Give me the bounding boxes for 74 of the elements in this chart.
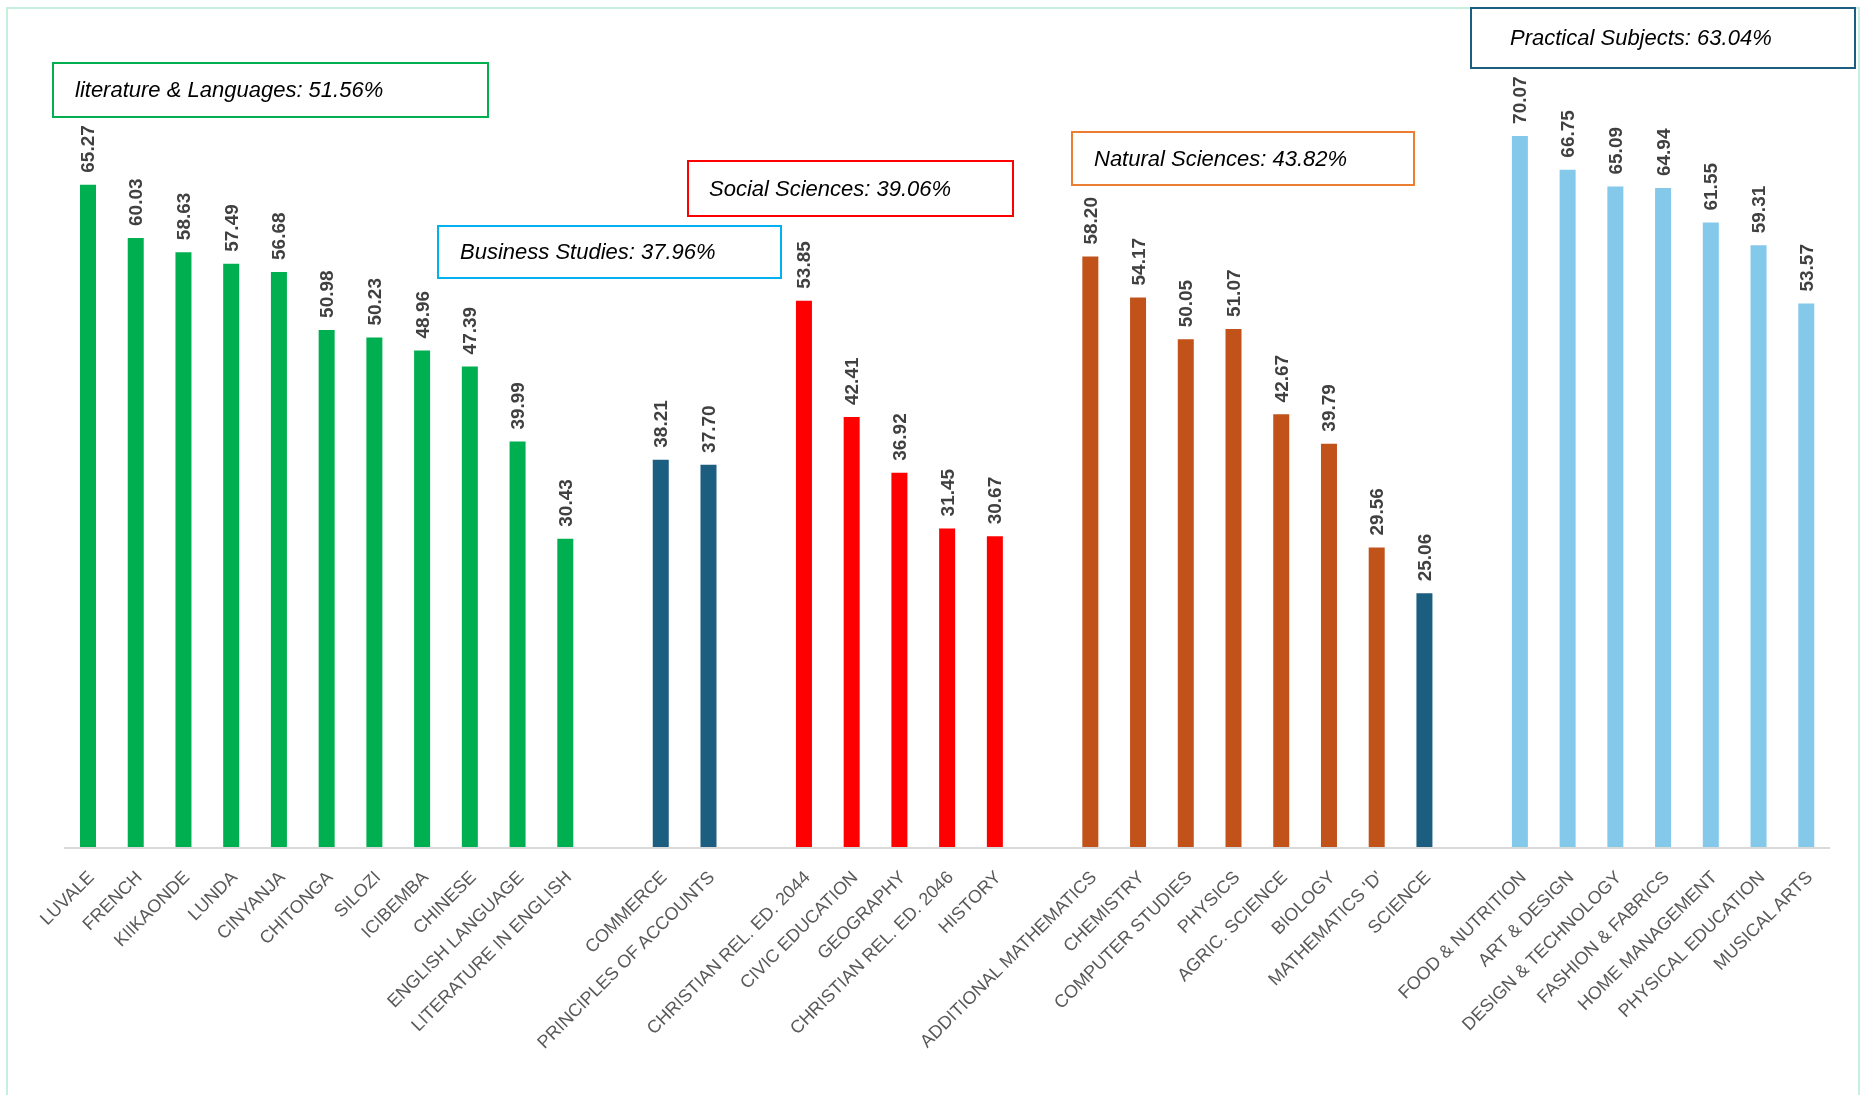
callout-box: Social Sciences: 39.06% <box>687 160 1014 217</box>
bar <box>318 329 335 848</box>
data-label: 65.09 <box>1604 126 1626 175</box>
bar <box>1655 188 1672 848</box>
data-label: 58.63 <box>172 192 194 241</box>
data-label: 42.67 <box>1270 354 1292 403</box>
bar <box>1130 297 1147 848</box>
bar <box>1082 256 1099 848</box>
data-label: 47.39 <box>459 306 481 355</box>
data-label: 42.41 <box>841 357 863 406</box>
callout-box: literature & Languages: 51.56% <box>52 62 489 118</box>
data-label: 36.92 <box>888 413 910 461</box>
callout-box: Practical Subjects: 63.04% <box>1470 7 1856 69</box>
data-label: 37.70 <box>697 405 719 453</box>
bar <box>1177 339 1194 848</box>
bar <box>700 464 717 848</box>
bar <box>1702 222 1719 848</box>
data-label: 58.20 <box>1079 197 1101 245</box>
bar <box>175 252 192 848</box>
annotation: Natural Sciences: 43.82% <box>1094 145 1348 172</box>
bar <box>891 472 908 848</box>
data-label: 39.79 <box>1318 384 1340 432</box>
data-label: 29.56 <box>1366 488 1388 536</box>
bar <box>1750 245 1767 848</box>
data-label: 56.68 <box>268 212 290 260</box>
callout-box: Business Studies: 37.96% <box>437 225 782 279</box>
bar <box>557 538 574 848</box>
annotation: Business Studies: 37.96% <box>460 239 716 265</box>
data-label: 61.55 <box>1700 162 1722 211</box>
data-label: 65.27 <box>77 125 99 173</box>
bar <box>127 237 144 848</box>
data-label: 50.05 <box>1175 279 1197 328</box>
data-label: 64.94 <box>1652 128 1674 177</box>
data-label: 31.45 <box>936 468 958 517</box>
bar <box>366 337 383 848</box>
bar <box>1416 593 1433 848</box>
bar <box>843 417 860 848</box>
data-label: 48.96 <box>411 290 433 339</box>
callout-box: Natural Sciences: 43.82% <box>1071 131 1415 186</box>
bar <box>1368 547 1385 848</box>
data-label: 59.31 <box>1748 185 1770 234</box>
annotation: Social Sciences: 39.06% <box>709 175 952 202</box>
data-label: 25.06 <box>1413 533 1435 582</box>
bar <box>1273 414 1290 848</box>
data-label: 51.07 <box>1223 269 1245 317</box>
data-label: 54.17 <box>1127 237 1149 286</box>
bar <box>1511 135 1528 848</box>
data-label: 60.03 <box>125 178 147 226</box>
bar <box>1225 329 1242 848</box>
bar <box>414 350 431 848</box>
bar <box>1559 169 1576 848</box>
data-label: 50.98 <box>316 270 338 318</box>
data-label: 30.67 <box>984 476 1006 525</box>
data-label: 57.49 <box>220 204 242 252</box>
bar <box>461 366 478 848</box>
bar <box>652 459 669 848</box>
bar <box>509 441 526 848</box>
bar <box>223 263 240 848</box>
bar <box>1607 186 1624 848</box>
bar <box>1798 303 1815 848</box>
bar <box>939 528 956 848</box>
bar <box>795 300 812 848</box>
bar <box>80 184 96 848</box>
data-label: 39.99 <box>507 382 529 430</box>
data-label: 66.75 <box>1557 109 1579 158</box>
data-label: 30.43 <box>554 479 576 527</box>
data-label: 53.85 <box>793 240 815 289</box>
bar <box>270 271 287 848</box>
data-label: 38.21 <box>650 399 672 448</box>
data-label: 50.23 <box>363 277 385 326</box>
data-label: 70.07 <box>1509 76 1531 124</box>
bar <box>1320 443 1337 848</box>
data-label: 53.57 <box>1795 244 1817 292</box>
bar <box>986 536 1003 848</box>
